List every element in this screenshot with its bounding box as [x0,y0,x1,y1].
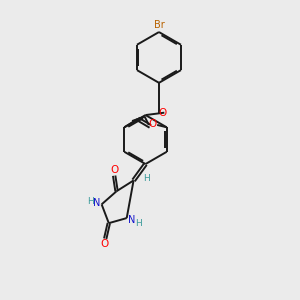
Text: O: O [100,239,109,249]
Text: O: O [159,108,167,118]
Text: H: H [135,219,141,228]
Text: H: H [87,197,94,206]
Text: O: O [148,119,157,129]
Text: H: H [143,175,149,184]
Text: N: N [93,198,100,208]
Text: Br: Br [154,20,164,31]
Text: O: O [110,165,118,175]
Text: N: N [128,214,136,225]
